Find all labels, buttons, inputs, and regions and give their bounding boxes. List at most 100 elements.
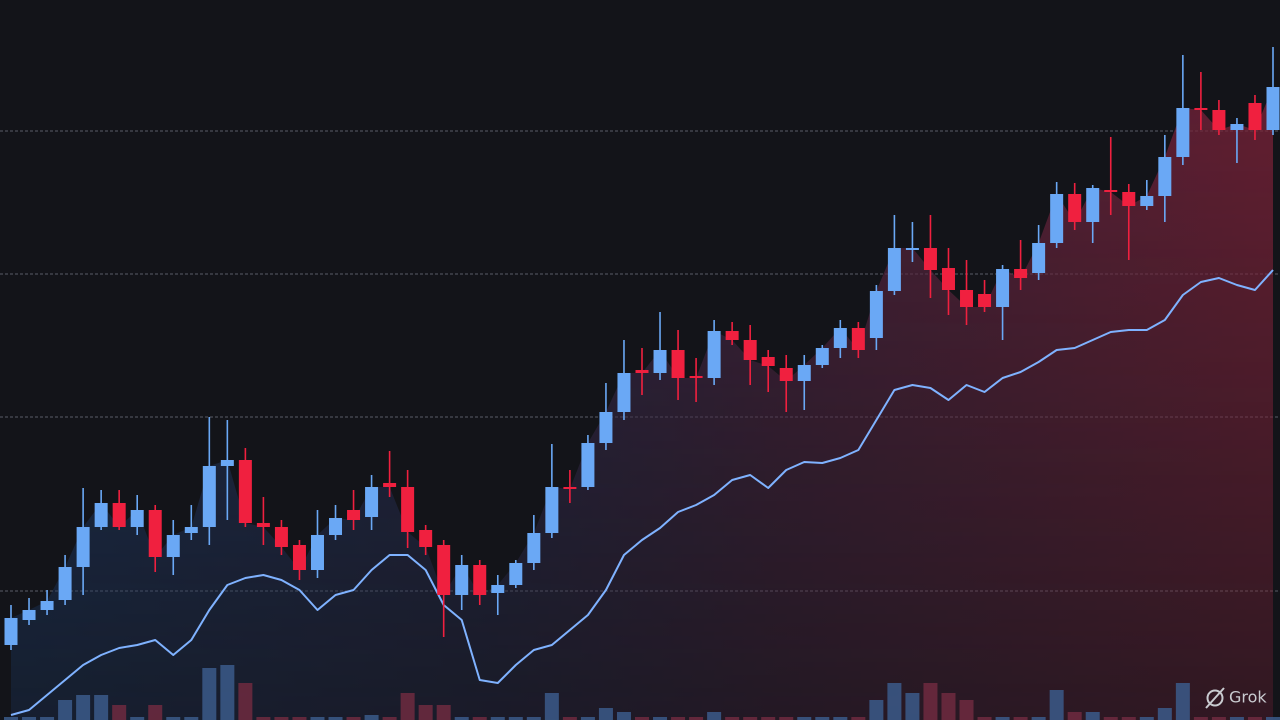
volume-bar xyxy=(472,717,487,720)
candle-body xyxy=(978,294,992,307)
volume-bar xyxy=(725,717,740,720)
volume-bar xyxy=(1139,717,1154,720)
volume-bar xyxy=(923,683,938,720)
area-layer xyxy=(11,87,1273,720)
volume-bar xyxy=(977,717,992,720)
candle-body xyxy=(76,527,90,567)
candle-body xyxy=(40,601,54,610)
volume-bar xyxy=(959,700,974,720)
volume-bar xyxy=(580,717,595,720)
candle-body xyxy=(437,545,451,595)
candle-body xyxy=(1014,269,1028,278)
volume-bar xyxy=(689,717,704,720)
volume-bar xyxy=(544,693,559,720)
volume-bar xyxy=(220,665,235,720)
volume-bar xyxy=(1103,717,1118,720)
volume-bar xyxy=(238,683,253,720)
candle-body xyxy=(1230,124,1244,130)
volume-bar xyxy=(112,705,127,720)
volume-bar xyxy=(1157,708,1172,720)
candle-body xyxy=(923,248,937,270)
candle-body xyxy=(256,523,270,527)
volume-bar xyxy=(1067,712,1082,720)
candle-body xyxy=(653,350,667,373)
volume-bar xyxy=(1211,717,1226,720)
candle-body xyxy=(905,248,919,250)
candle-body xyxy=(112,503,126,527)
volume-bar xyxy=(743,717,758,720)
volume-bar xyxy=(1013,717,1028,720)
candle-body xyxy=(419,530,433,547)
candle-body xyxy=(365,487,379,517)
volume-bar xyxy=(400,693,415,720)
volume-bar xyxy=(256,717,271,720)
volume-layer xyxy=(4,665,1280,720)
candle-body xyxy=(220,460,234,466)
candle-body xyxy=(491,585,505,593)
candle-body xyxy=(563,487,577,489)
volume-bar xyxy=(1031,717,1046,720)
volume-bar xyxy=(364,715,379,720)
candle-body xyxy=(202,466,216,527)
volume-bar xyxy=(130,717,145,720)
volume-bar xyxy=(310,717,325,720)
area xyxy=(11,87,1273,720)
volume-bar xyxy=(508,717,523,720)
volume-bar xyxy=(653,717,668,720)
candle-body xyxy=(1068,194,1082,222)
watermark-text: Grok xyxy=(1229,688,1267,707)
volume-bar xyxy=(995,717,1010,720)
candle-body xyxy=(761,357,775,366)
candle-body xyxy=(941,268,955,290)
volume-bar xyxy=(1266,717,1280,720)
candle-body xyxy=(545,487,559,533)
volume-bar xyxy=(887,683,902,720)
candle-body xyxy=(797,365,811,381)
candle-body xyxy=(184,527,198,533)
candle-body xyxy=(1122,192,1136,206)
candle-body xyxy=(869,291,883,338)
volume-bar xyxy=(490,717,505,720)
volume-bar xyxy=(671,717,686,720)
candle-body xyxy=(166,535,180,557)
candle-body xyxy=(383,483,397,487)
volume-bar xyxy=(94,695,109,720)
candle-body xyxy=(1266,87,1280,130)
volume-bar xyxy=(58,700,73,720)
line-layer xyxy=(10,269,1274,716)
candle-body xyxy=(599,412,613,443)
volume-bar xyxy=(148,705,163,720)
volume-bar xyxy=(76,695,91,720)
candle-body xyxy=(833,328,847,348)
candle-body xyxy=(851,328,865,350)
candle-body xyxy=(274,527,288,547)
volume-bar xyxy=(761,717,776,720)
candle-body xyxy=(455,565,469,595)
volume-bar xyxy=(274,717,289,720)
candle-body xyxy=(148,510,162,557)
volume-bar xyxy=(1049,690,1064,720)
candle-body xyxy=(1104,190,1118,192)
candle-body xyxy=(581,443,595,487)
candle-body xyxy=(4,618,18,645)
candle-body xyxy=(310,535,324,570)
candle-body xyxy=(815,348,829,365)
volume-bar xyxy=(707,712,722,720)
volume-bar xyxy=(833,717,848,720)
volume-bar xyxy=(1175,683,1190,720)
volume-bar xyxy=(562,717,577,720)
candle-body xyxy=(887,248,901,291)
volume-bar xyxy=(1085,712,1100,720)
candle-body xyxy=(401,487,415,532)
candle-body xyxy=(1032,243,1046,273)
candle-body xyxy=(617,373,631,412)
candle-body xyxy=(635,370,649,373)
candle-body xyxy=(1050,194,1064,243)
volume-bar xyxy=(941,693,956,720)
volume-bar xyxy=(382,717,397,720)
volume-bar xyxy=(616,712,631,720)
volume-bar xyxy=(40,717,55,720)
candle-body xyxy=(347,510,361,520)
candle-body xyxy=(473,565,487,595)
